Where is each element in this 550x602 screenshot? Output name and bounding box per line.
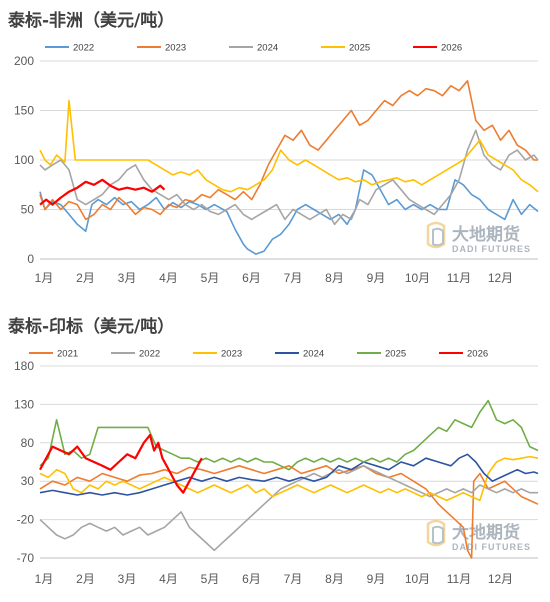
legend-label: 2026	[467, 349, 488, 360]
series-line-2022	[39, 169, 539, 255]
y-tick-label: 100	[14, 153, 34, 167]
legend-label: 2025	[349, 43, 370, 54]
watermark-icon	[426, 519, 446, 547]
watermark-text: 大地期货	[452, 224, 520, 245]
y-tick-label: 30	[21, 474, 35, 488]
legend-label: 2024	[303, 349, 324, 360]
y-tick-label: 50	[21, 203, 35, 217]
legend-label: 2026	[441, 43, 462, 54]
y-tick-label: 200	[14, 54, 34, 68]
watermark-icon	[432, 525, 444, 545]
series-line-2025	[39, 399, 539, 471]
series-line-2023	[39, 455, 539, 502]
india-chart-svg: -70 -20 30 80 130 180 1月 2月 3月 4月 5月 6月 7月 8月 9月 10月 11月…	[14, 349, 539, 586]
series-line-2021	[39, 465, 539, 559]
legend-label: 2022	[139, 349, 160, 360]
x-tick-label: 7月	[284, 271, 303, 285]
x-tick-label: 5月	[201, 572, 220, 586]
watermark-subtext: DADI FUTURES	[452, 244, 531, 254]
series-line-2024	[39, 453, 539, 496]
x-tick-label: 4月	[159, 271, 178, 285]
y-tick-label: 130	[14, 397, 34, 411]
series-line-2023	[39, 80, 538, 221]
legend-label: 2024	[257, 43, 278, 54]
x-tick-label: 3月	[118, 572, 137, 586]
chart-title: 泰标-印标（美元/吨）	[8, 317, 175, 337]
x-tick-label: 9月	[367, 271, 386, 285]
x-tick-label: 1月	[35, 271, 54, 285]
legend-label: 2022	[73, 43, 94, 54]
chart-title: 泰标-非洲（美元/吨）	[8, 11, 175, 31]
x-tick-label: 9月	[367, 572, 386, 586]
africa-chart-svg: 0 50 100 150 200 1月 2月 3月 4月 5月 6月 7月 8月 9月 10月 11月 12月 大…	[14, 43, 539, 285]
x-tick-label: 12月	[488, 572, 513, 586]
x-tick-label: 3月	[118, 271, 137, 285]
watermark-icon	[432, 227, 444, 247]
watermark-icon	[426, 221, 446, 249]
x-tick-label: 10月	[405, 271, 430, 285]
x-tick-label: 5月	[201, 271, 220, 285]
x-tick-label: 2月	[76, 572, 95, 586]
legend-label: 2021	[57, 349, 78, 360]
x-tick-label: 2月	[76, 271, 95, 285]
series-line-2026	[39, 434, 203, 494]
y-tick-label: 180	[14, 359, 34, 373]
india-chart: 泰标-印标（美元/吨） -70 -20 30 80 130 180 1月 2月 3月 4月 5月 6月…	[0, 306, 550, 602]
series-line-2025	[39, 99, 539, 193]
y-tick-label: -20	[17, 513, 35, 527]
y-tick-label: 150	[14, 104, 34, 118]
x-tick-label: 11月	[447, 572, 471, 586]
legend-label: 2025	[385, 349, 406, 360]
series-line-2022	[39, 465, 538, 552]
legend-label: 2023	[165, 43, 186, 54]
watermark-subtext: DADI FUTURES	[452, 542, 531, 552]
legend-label: 2023	[221, 349, 242, 360]
x-tick-label: 4月	[159, 572, 178, 586]
x-tick-label: 12月	[488, 271, 513, 285]
x-tick-label: 11月	[447, 271, 471, 285]
x-tick-label: 8月	[325, 572, 344, 586]
x-tick-label: 6月	[242, 572, 261, 586]
x-tick-label: 1月	[35, 572, 54, 586]
x-tick-label: 7月	[284, 572, 303, 586]
series-line-2026	[39, 178, 166, 206]
x-tick-label: 6月	[242, 271, 261, 285]
y-tick-label: -70	[17, 551, 35, 565]
x-tick-label: 8月	[325, 271, 344, 285]
y-tick-label: 80	[21, 436, 35, 450]
x-tick-label: 10月	[405, 572, 430, 586]
watermark-text: 大地期货	[452, 522, 520, 543]
series-line-2024	[39, 129, 539, 226]
africa-chart: 泰标-非洲（美元/吨） 0 50 100 150 200 1月 2月 3月 4月 5月 6月 7月 8月…	[0, 0, 550, 300]
y-tick-label: 0	[27, 252, 34, 266]
